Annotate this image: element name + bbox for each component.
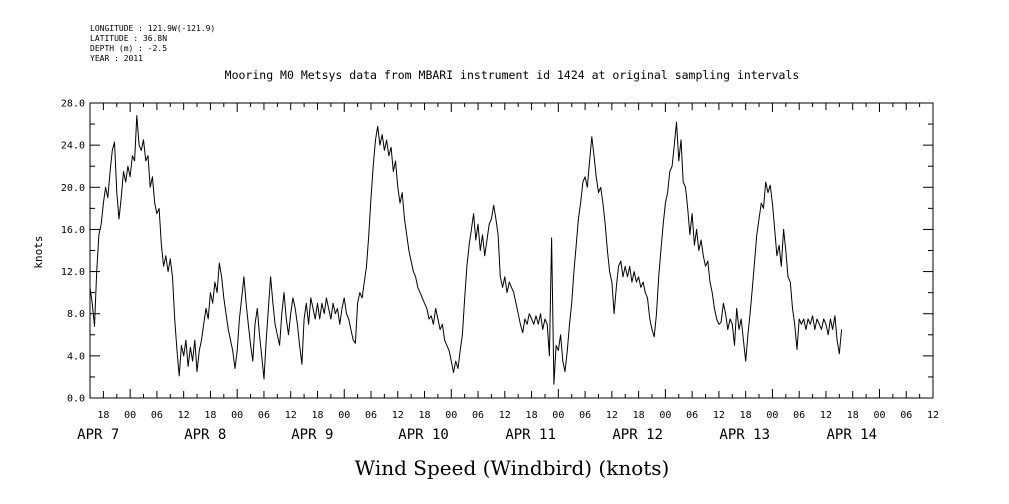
- meta-latitude: LATITUDE : 36.8N: [90, 34, 167, 43]
- x-tick-label: 00: [231, 410, 243, 421]
- x-tick-label: 18: [204, 410, 216, 421]
- x-tick-label: 18: [311, 410, 323, 421]
- date-label: APR 8: [184, 427, 226, 443]
- x-tick-label: 12: [285, 410, 297, 421]
- date-label: APR 12: [612, 427, 663, 443]
- x-tick-label: 06: [686, 410, 698, 421]
- meta-depth: DEPTH (m) : -2.5: [90, 44, 167, 53]
- x-tick-label: 12: [499, 410, 511, 421]
- x-tick-label: 00: [552, 410, 564, 421]
- x-tick-label: 12: [713, 410, 725, 421]
- x-tick-label: 06: [151, 410, 163, 421]
- date-label: APR 13: [719, 427, 770, 443]
- x-tick-label: 12: [820, 410, 832, 421]
- x-axis: 18 00 06 12 18 00 06 12 18 00 06 12 18 00 06 12 18 00 06 12…: [77, 103, 939, 443]
- date-label: APR 9: [291, 427, 333, 443]
- date-label: APR 10: [398, 427, 449, 443]
- x-tick-label: 00: [445, 410, 457, 421]
- chart-title: Mooring M0 Metsys data from MBARI instru…: [225, 68, 800, 82]
- x-tick-label: 00: [659, 410, 671, 421]
- x-tick-label: 18: [633, 410, 645, 421]
- x-tick-label: 12: [927, 410, 939, 421]
- x-tick-label: 12: [606, 410, 618, 421]
- y-tick-label: 20.0: [61, 183, 85, 194]
- x-tick-label: 00: [873, 410, 885, 421]
- date-label: APR 11: [505, 427, 556, 443]
- x-axis-title: Wind Speed (Windbird) (knots): [355, 456, 670, 480]
- date-label: APR 7: [77, 427, 119, 443]
- x-tick-label: 06: [793, 410, 805, 421]
- y-axis-label: knots: [32, 235, 45, 268]
- y-axis: 0.0 4.0 8.0 12.0 16.0 20.0 24.0 28.0: [61, 99, 933, 405]
- x-tick-label: 06: [365, 410, 377, 421]
- x-tick-label: 00: [766, 410, 778, 421]
- y-tick-label: 24.0: [61, 141, 85, 152]
- x-tick-label: 00: [124, 410, 136, 421]
- y-tick-label: 4.0: [67, 351, 85, 362]
- x-tick-label: 06: [258, 410, 270, 421]
- y-tick-label: 12.0: [61, 267, 85, 278]
- x-tick-label: 06: [900, 410, 912, 421]
- x-tick-label: 12: [178, 410, 190, 421]
- metadata-block: LONGITUDE : 121.9W(-121.9) LATITUDE : 36…: [90, 24, 215, 63]
- plot-frame: [89, 102, 934, 399]
- x-tick-label: 18: [97, 410, 109, 421]
- x-tick-label: 18: [740, 410, 752, 421]
- meta-longitude: LONGITUDE : 121.9W(-121.9): [90, 24, 215, 33]
- y-tick-label: 28.0: [61, 99, 85, 110]
- date-label: APR 14: [826, 427, 877, 443]
- y-tick-label: 16.0: [61, 225, 85, 236]
- x-tick-label: 00: [338, 410, 350, 421]
- wind-speed-series-line: [89, 115, 843, 385]
- meta-year: YEAR : 2011: [90, 54, 143, 63]
- x-tick-label: 18: [847, 410, 859, 421]
- x-tick-label: 06: [579, 410, 591, 421]
- x-tick-label: 06: [472, 410, 484, 421]
- x-tick-label: 12: [392, 410, 404, 421]
- y-tick-label: 8.0: [67, 309, 85, 320]
- x-tick-label: 18: [419, 410, 431, 421]
- y-tick-label: 0.0: [67, 394, 85, 405]
- x-tick-label: 18: [526, 410, 538, 421]
